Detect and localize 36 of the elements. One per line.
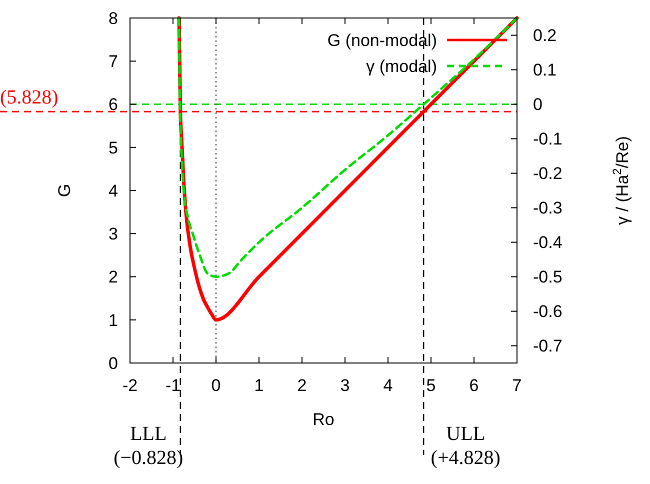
y2-tick-label: -0.5 xyxy=(533,268,562,287)
y-tick-label: 1 xyxy=(108,310,118,330)
y-tick-label: 0 xyxy=(108,354,118,373)
y-tick-label: 8 xyxy=(108,8,118,28)
y-tick-label: 5 xyxy=(108,138,118,158)
ref-line-label: ULL (+4.828) xyxy=(430,423,500,469)
x-tick-label: 1 xyxy=(254,376,264,395)
y-tick-label: 2 xyxy=(108,268,118,287)
ref-line-label: LLL (−0.828) xyxy=(114,423,184,469)
x-tick-label: 7 xyxy=(512,376,522,395)
y2-tick-label: -0.6 xyxy=(533,302,562,322)
y2-tick-label: -0.4 xyxy=(533,233,562,252)
x-tick-label: 2 xyxy=(297,376,307,395)
y-tick-label: 7 xyxy=(108,52,118,72)
y-tick-label: 6 xyxy=(108,95,118,114)
x-tick-label: -1 xyxy=(165,376,181,395)
y-tick-label: 4 xyxy=(108,181,118,200)
y2-tick-label: -0.1 xyxy=(533,130,562,149)
x-tick-label: 5 xyxy=(426,376,436,395)
x-tick-label: 4 xyxy=(383,376,393,395)
x-tick-label: 6 xyxy=(469,376,479,395)
y2-tick-label: 0.2 xyxy=(533,26,557,46)
y2-tick-label: 0.1 xyxy=(533,60,557,80)
y2-tick-label: -0.3 xyxy=(533,198,562,218)
x-tick-label: 0 xyxy=(211,376,221,395)
legend-label: G (non-modal) xyxy=(327,30,437,50)
x-tick-label: 3 xyxy=(340,376,350,395)
x-axis-title: Ro xyxy=(312,410,334,429)
y-tick-label: 3 xyxy=(108,224,118,244)
legend-label: γ (modal) xyxy=(366,56,437,76)
x-tick-label: -2 xyxy=(122,376,138,395)
y-axis-title: G xyxy=(55,184,74,198)
ref-line-label: (5.828) xyxy=(0,86,58,109)
y2-tick-label: -0.7 xyxy=(533,336,562,356)
y2-tick-label: -0.2 xyxy=(533,164,562,184)
y2-tick-label: 0 xyxy=(533,95,542,114)
